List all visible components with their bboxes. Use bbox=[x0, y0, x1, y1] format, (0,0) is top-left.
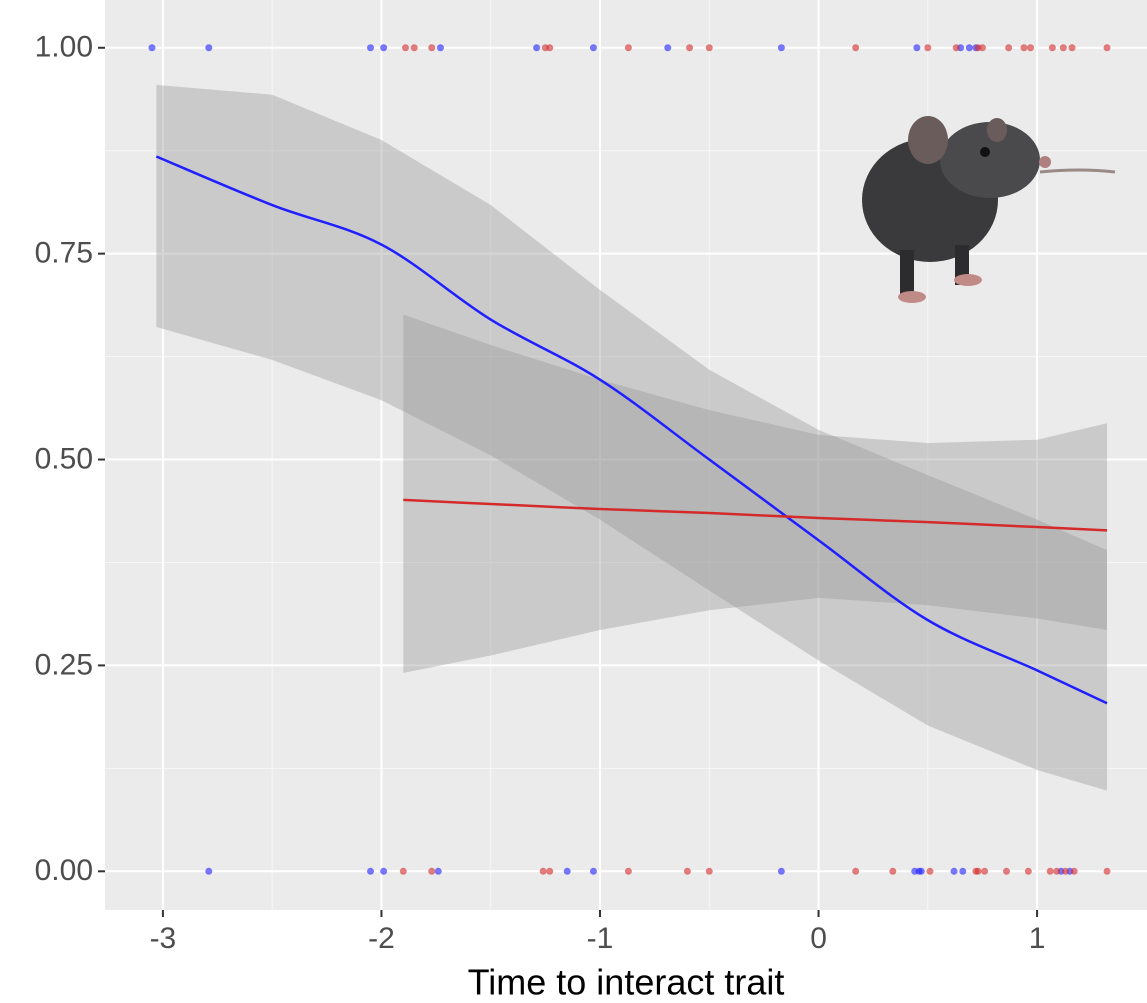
data-point bbox=[402, 44, 409, 51]
data-point bbox=[428, 868, 435, 875]
rat-nose bbox=[1039, 156, 1051, 168]
data-point bbox=[981, 868, 988, 875]
data-point bbox=[966, 44, 973, 51]
y-tick-label: 1.00 bbox=[35, 31, 93, 64]
data-point bbox=[1047, 868, 1054, 875]
data-point bbox=[1060, 44, 1067, 51]
data-point bbox=[380, 868, 387, 875]
rat-ear bbox=[908, 116, 948, 164]
x-tick-label: 1 bbox=[1029, 922, 1046, 955]
data-point bbox=[951, 868, 958, 875]
data-point bbox=[590, 44, 597, 51]
data-point bbox=[1069, 44, 1076, 51]
data-point bbox=[540, 868, 547, 875]
rat-eye bbox=[980, 147, 990, 157]
data-point bbox=[1062, 868, 1069, 875]
rat-foot bbox=[898, 291, 926, 303]
data-point bbox=[913, 44, 920, 51]
x-tick-label: -1 bbox=[587, 922, 614, 955]
data-point bbox=[435, 868, 442, 875]
y-tick-label: 0.25 bbox=[35, 648, 93, 681]
data-point bbox=[918, 868, 925, 875]
data-point bbox=[926, 868, 933, 875]
data-point bbox=[686, 44, 693, 51]
data-point bbox=[205, 44, 212, 51]
data-point bbox=[564, 868, 571, 875]
x-tick-label: 0 bbox=[810, 922, 827, 955]
data-point bbox=[924, 44, 931, 51]
data-point bbox=[148, 44, 155, 51]
y-tick-label: 0.75 bbox=[35, 237, 93, 270]
data-point bbox=[533, 44, 540, 51]
data-point bbox=[706, 44, 713, 51]
data-point bbox=[380, 44, 387, 51]
data-point bbox=[1049, 44, 1056, 51]
chart: 0.00 0.25 0.50 0.75 1.00 -3 -2 -1 0 1 Time to int… bbox=[0, 0, 1147, 1003]
data-point bbox=[778, 868, 785, 875]
y-tick-label: 0.50 bbox=[35, 442, 93, 475]
rat-leg bbox=[900, 250, 914, 298]
data-point bbox=[1053, 868, 1060, 875]
data-point bbox=[411, 44, 418, 51]
y-tick-label: 0.00 bbox=[35, 854, 93, 887]
data-point bbox=[367, 44, 374, 51]
data-point bbox=[1005, 44, 1012, 51]
data-point bbox=[1020, 44, 1027, 51]
data-point bbox=[975, 868, 982, 875]
data-point bbox=[400, 868, 407, 875]
data-point bbox=[1104, 44, 1111, 51]
data-point bbox=[428, 44, 435, 51]
data-point bbox=[437, 44, 444, 51]
data-point bbox=[684, 868, 691, 875]
data-point bbox=[367, 868, 374, 875]
rat-ear bbox=[987, 118, 1007, 142]
data-point bbox=[852, 868, 859, 875]
data-point bbox=[979, 44, 986, 51]
data-point bbox=[852, 44, 859, 51]
data-point bbox=[546, 44, 553, 51]
data-point bbox=[1027, 44, 1034, 51]
data-point bbox=[778, 44, 785, 51]
data-point bbox=[625, 44, 632, 51]
data-point bbox=[706, 868, 713, 875]
x-tick-label: -2 bbox=[368, 922, 395, 955]
data-point bbox=[205, 868, 212, 875]
data-point bbox=[889, 868, 896, 875]
data-point bbox=[1071, 868, 1078, 875]
rat-foot bbox=[954, 274, 982, 286]
data-point bbox=[1003, 868, 1010, 875]
data-point bbox=[546, 868, 553, 875]
data-point bbox=[959, 868, 966, 875]
data-point bbox=[953, 44, 960, 51]
x-tick-label: -3 bbox=[150, 922, 177, 955]
page: {"chart_data": { "type": "logistic", "x_… bbox=[0, 0, 1147, 1003]
data-point bbox=[1104, 868, 1111, 875]
data-point bbox=[625, 868, 632, 875]
data-point bbox=[664, 44, 671, 51]
data-point bbox=[590, 868, 597, 875]
x-axis-title: Time to interact trait bbox=[468, 962, 785, 1003]
data-point bbox=[1025, 868, 1032, 875]
